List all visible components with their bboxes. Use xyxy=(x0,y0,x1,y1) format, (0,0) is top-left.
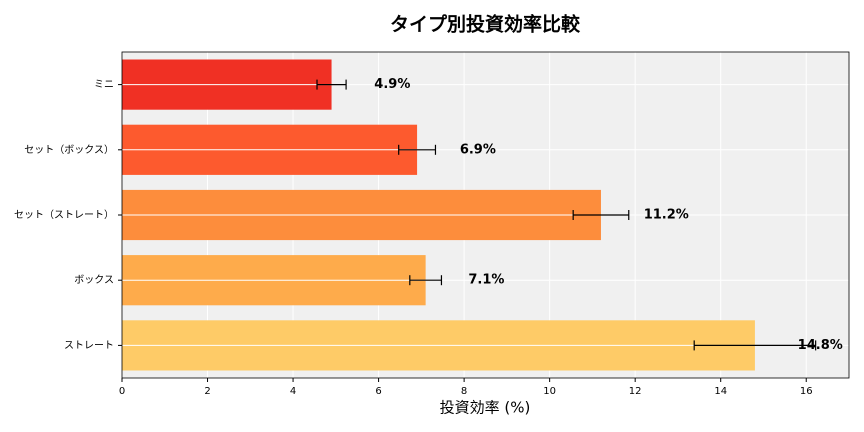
y-tick-label: セット（ボックス） xyxy=(24,144,114,156)
error-bar xyxy=(693,340,817,351)
value-label: 11.2% xyxy=(644,208,689,223)
x-tick-label: 8 xyxy=(461,386,467,397)
x-tick-label: 12 xyxy=(629,386,642,397)
plot-frame xyxy=(121,51,850,379)
y-tick-label: ストレート xyxy=(64,340,114,351)
error-bar xyxy=(572,210,630,220)
x-tick-label: 0 xyxy=(119,386,125,397)
y-tick-label: セット（ストレート） xyxy=(14,209,114,221)
value-label: 14.8% xyxy=(798,338,843,353)
error-bar xyxy=(409,275,443,286)
x-tick-label: 2 xyxy=(204,386,210,397)
x-tick-label: 10 xyxy=(543,386,556,397)
x-tick-label: 6 xyxy=(375,386,381,397)
y-tick-label: ボックス xyxy=(74,274,114,286)
error-bar xyxy=(398,144,437,155)
x-tick-label: 14 xyxy=(714,386,727,397)
error-bar xyxy=(316,79,347,90)
x-tick-label: 16 xyxy=(800,386,813,397)
x-tick-label: 4 xyxy=(290,386,296,397)
x-axis-label: 投資効率 (%) xyxy=(440,399,531,417)
value-label: 6.9% xyxy=(460,142,496,157)
chart-title: タイプ別投資効率比較 xyxy=(390,13,581,36)
value-label: 7.1% xyxy=(468,273,504,288)
y-tick-label: ミニ xyxy=(94,80,114,91)
value-label: 4.9% xyxy=(374,77,410,92)
